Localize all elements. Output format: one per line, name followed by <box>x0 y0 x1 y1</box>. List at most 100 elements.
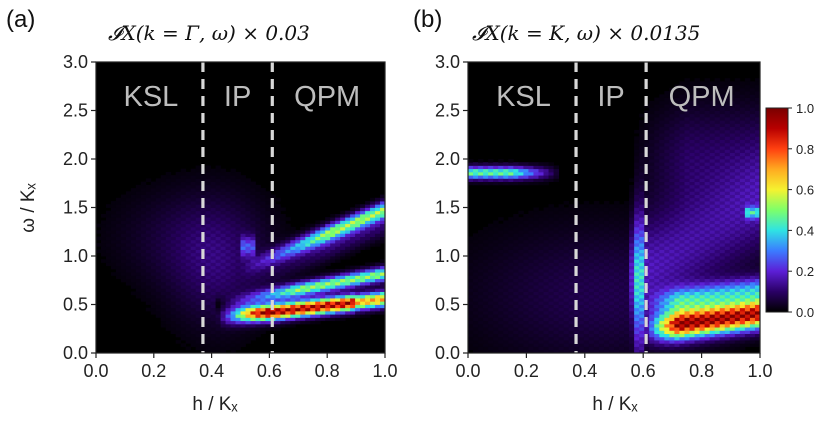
heatmap-cell <box>315 281 321 286</box>
heatmap-cell <box>185 281 192 286</box>
heatmap-cell <box>155 213 162 218</box>
heatmap-cell <box>140 262 147 267</box>
heatmap-cell <box>689 333 695 338</box>
heatmap-cell <box>105 259 112 263</box>
x-tick-label: 0.0 <box>83 361 108 381</box>
heatmap-cell <box>654 159 660 163</box>
heatmap-cell <box>654 259 660 263</box>
heatmap-cell <box>699 217 706 221</box>
heatmap-cell <box>694 91 700 95</box>
heatmap-cell <box>275 230 281 234</box>
heatmap-cell <box>664 233 670 237</box>
heatmap-cell <box>135 291 142 296</box>
heatmap-cell <box>280 213 286 218</box>
heatmap-cell <box>538 307 544 312</box>
heatmap-cell <box>220 336 226 341</box>
heatmap-cell <box>659 113 665 118</box>
heatmap-cell <box>245 256 251 260</box>
heatmap-cell <box>375 291 381 296</box>
heatmap-cell <box>553 171 560 176</box>
heatmap-cell <box>473 178 479 183</box>
heatmap-cell <box>639 230 645 234</box>
heatmap-cell <box>498 288 504 292</box>
heatmap-cell <box>684 336 690 341</box>
heatmap-cell <box>533 349 539 354</box>
heatmap-cell <box>375 201 381 205</box>
heatmap-cell <box>548 171 554 176</box>
heatmap-cell <box>365 210 371 215</box>
heatmap-cell <box>370 204 376 208</box>
heatmap-cell <box>335 314 341 318</box>
heatmap-cell <box>578 204 585 208</box>
heatmap-cell <box>614 226 620 231</box>
heatmap-cell <box>215 188 221 192</box>
heatmap-cell <box>205 246 211 250</box>
heatmap-cell <box>320 291 326 296</box>
heatmap-cell <box>679 217 685 221</box>
heatmap-cell <box>518 168 524 173</box>
heatmap-cell <box>150 285 157 289</box>
heatmap-cell <box>165 278 172 283</box>
heatmap-cell <box>699 239 706 244</box>
heatmap-cell <box>694 104 700 108</box>
heatmap-cell <box>649 100 655 105</box>
heatmap-cell <box>614 301 620 305</box>
heatmap-cell <box>603 281 610 286</box>
heatmap-cell <box>548 349 554 354</box>
heatmap-cell <box>679 175 685 179</box>
heatmap-cell <box>644 262 650 267</box>
heatmap-cell <box>624 285 630 289</box>
heatmap-cell <box>679 285 685 289</box>
heatmap-cell <box>195 346 202 351</box>
heatmap-cell <box>508 281 514 286</box>
heatmap-cell <box>699 336 706 341</box>
heatmap-cell <box>548 343 554 347</box>
heatmap-cell <box>679 126 685 131</box>
heatmap-cell <box>528 281 534 286</box>
heatmap-cell <box>664 113 670 118</box>
heatmap-cell <box>345 281 351 286</box>
heatmap-cell <box>355 314 361 318</box>
heatmap-cell <box>105 210 112 215</box>
heatmap-cell <box>280 220 286 225</box>
heatmap-cell <box>225 343 231 347</box>
heatmap-cell <box>563 285 570 289</box>
heatmap-cell <box>140 233 147 237</box>
heatmap-cell <box>370 294 376 299</box>
heatmap-cell <box>380 201 386 205</box>
heatmap-cell <box>634 336 640 341</box>
heatmap-cell <box>679 120 685 124</box>
heatmap-cell <box>488 320 494 325</box>
heatmap-cell <box>315 304 321 309</box>
heatmap-cell <box>315 243 321 247</box>
heatmap-cell <box>639 133 645 137</box>
heatmap-cell <box>593 317 600 322</box>
heatmap-cell <box>125 272 132 276</box>
heatmap-cell <box>245 323 251 328</box>
heatmap-cell <box>679 268 685 273</box>
heatmap-cell <box>175 230 182 234</box>
heatmap-cell <box>634 181 640 186</box>
heatmap-cell <box>614 330 620 334</box>
heatmap-cell <box>679 252 685 257</box>
heatmap-cell <box>513 307 519 312</box>
heatmap-cell <box>558 323 565 328</box>
heatmap-cell <box>654 178 660 183</box>
heatmap-cell <box>543 285 549 289</box>
heatmap-cell <box>694 162 700 166</box>
heatmap-cell <box>220 171 226 176</box>
heatmap-cell <box>225 301 231 305</box>
heatmap-cell <box>659 194 665 199</box>
heatmap-cell <box>140 230 147 234</box>
heatmap-cell <box>230 320 236 325</box>
heatmap-cell <box>235 194 241 199</box>
heatmap-cell <box>593 336 600 341</box>
heatmap-cell <box>548 288 554 292</box>
heatmap-cell <box>639 340 645 344</box>
heatmap-cell <box>185 197 192 202</box>
heatmap-cell <box>240 320 246 325</box>
heatmap-cell <box>130 236 137 241</box>
heatmap-cell <box>669 97 675 102</box>
heatmap-cell <box>593 236 600 241</box>
heatmap-cell <box>160 294 167 299</box>
